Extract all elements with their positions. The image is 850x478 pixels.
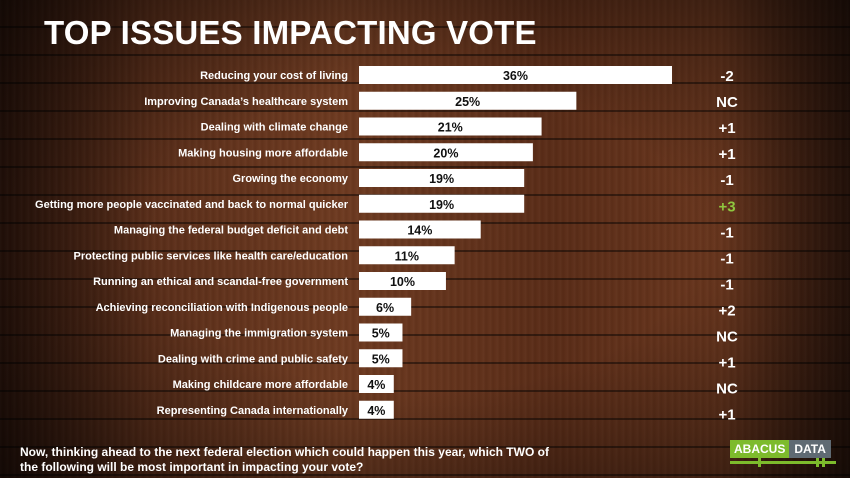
category-label: Dealing with crime and public safety xyxy=(158,353,349,365)
bar-value-label: 5% xyxy=(372,327,390,341)
category-label: Protecting public services like health c… xyxy=(74,250,349,262)
bar-value-label: 20% xyxy=(433,146,458,160)
category-label: Achieving reconciliation with Indigenous… xyxy=(96,302,348,314)
bar xyxy=(359,323,403,342)
category-label: Making childcare more affordable xyxy=(173,379,348,391)
change-label: +1 xyxy=(718,355,735,372)
bar xyxy=(359,66,672,84)
bar-value-label: 14% xyxy=(407,224,432,238)
change-label: -1 xyxy=(720,172,733,189)
bar xyxy=(359,246,455,265)
change-label: NC xyxy=(716,94,738,111)
change-label: -1 xyxy=(720,276,733,293)
change-label: +1 xyxy=(718,146,735,163)
survey-question-footnote: Now, thinking ahead to the next federal … xyxy=(20,445,549,474)
change-label: -2 xyxy=(720,68,733,85)
bar xyxy=(359,91,577,110)
change-label: -1 xyxy=(720,224,733,241)
change-label: +2 xyxy=(718,302,735,319)
change-label: -1 xyxy=(720,250,733,267)
change-label: +1 xyxy=(718,120,735,137)
logo-text-abacus: ABACUS xyxy=(730,440,790,458)
bar xyxy=(359,349,403,368)
bar-value-label: 4% xyxy=(367,378,385,392)
bar-value-label: 25% xyxy=(455,95,480,109)
category-label: Managing the immigration system xyxy=(170,328,348,340)
bar-value-label: 11% xyxy=(395,249,419,263)
bar-value-label: 36% xyxy=(503,69,528,83)
abacus-data-logo: ABACUS DATA xyxy=(730,440,836,470)
bar xyxy=(359,272,446,290)
bar-value-label: 5% xyxy=(372,352,390,366)
bar xyxy=(359,143,533,162)
category-label: Getting more people vaccinated and back … xyxy=(35,199,349,211)
category-label: Representing Canada internationally xyxy=(157,405,349,417)
change-label: NC xyxy=(716,381,738,398)
change-label: +1 xyxy=(718,407,735,424)
bar-value-label: 21% xyxy=(438,121,463,135)
category-label: Dealing with climate change xyxy=(201,122,348,134)
bar-value-label: 19% xyxy=(429,198,454,212)
category-label: Reducing your cost of living xyxy=(200,70,348,82)
bar-value-label: 6% xyxy=(376,301,394,315)
bar-value-label: 19% xyxy=(429,172,454,186)
bar xyxy=(359,400,394,419)
category-label: Running an ethical and scandal-free gove… xyxy=(93,276,348,288)
logo-text-data: DATA xyxy=(789,440,831,458)
bar xyxy=(359,220,481,239)
bar xyxy=(359,297,412,316)
bar xyxy=(359,169,525,187)
bar xyxy=(359,375,394,393)
change-label: NC xyxy=(716,329,738,346)
category-label: Making housing more affordable xyxy=(178,147,348,159)
bar xyxy=(359,194,525,213)
change-label: +3 xyxy=(718,198,735,215)
bar xyxy=(359,117,542,136)
chart-title: TOP ISSUES IMPACTING VOTE xyxy=(44,14,537,51)
category-label: Growing the economy xyxy=(232,173,348,185)
category-label: Managing the federal budget deficit and … xyxy=(114,225,348,237)
category-label: Improving Canada’s healthcare system xyxy=(144,96,348,108)
logo-underline xyxy=(730,458,836,467)
bar-value-label: 10% xyxy=(390,275,415,289)
bar-value-label: 4% xyxy=(367,404,385,418)
